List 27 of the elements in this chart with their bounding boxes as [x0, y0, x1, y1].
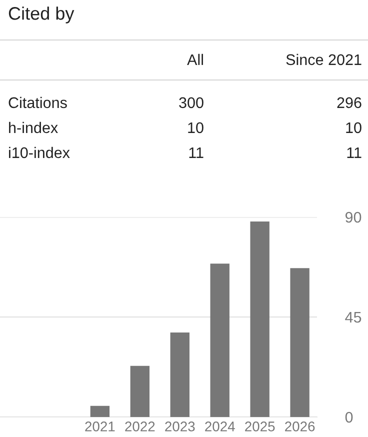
- text: All: [187, 54, 203, 65]
- bar: [170, 332, 190, 417]
- x-tick-label: 2021: [85, 422, 115, 432]
- bar: [90, 406, 110, 417]
- text: 11: [189, 147, 204, 158]
- text: 300: [179, 97, 204, 108]
- bar: [290, 268, 310, 417]
- text: h-index: [9, 122, 58, 134]
- y-tick-label: 90: [345, 212, 362, 223]
- text: 11: [347, 147, 362, 158]
- x-tick-label: 2024: [205, 422, 235, 432]
- text: 296: [337, 97, 362, 108]
- x-tick-label: 2026: [285, 422, 315, 432]
- text: Citations: [8, 96, 67, 108]
- y-tick-label: 45: [345, 312, 362, 323]
- x-tick-label: 2025: [245, 422, 275, 432]
- x-tick-label: 2022: [125, 422, 155, 432]
- text: i10-index: [9, 146, 70, 158]
- bar: [210, 264, 230, 417]
- text: 10: [346, 122, 362, 134]
- text: Cited by: [8, 6, 74, 24]
- text: 10: [188, 122, 204, 134]
- y-tick-label: 0: [345, 412, 353, 423]
- bar: [130, 366, 150, 417]
- text: Since 2021: [286, 54, 362, 66]
- bar: [250, 221, 270, 417]
- x-tick-label: 2023: [165, 422, 195, 432]
